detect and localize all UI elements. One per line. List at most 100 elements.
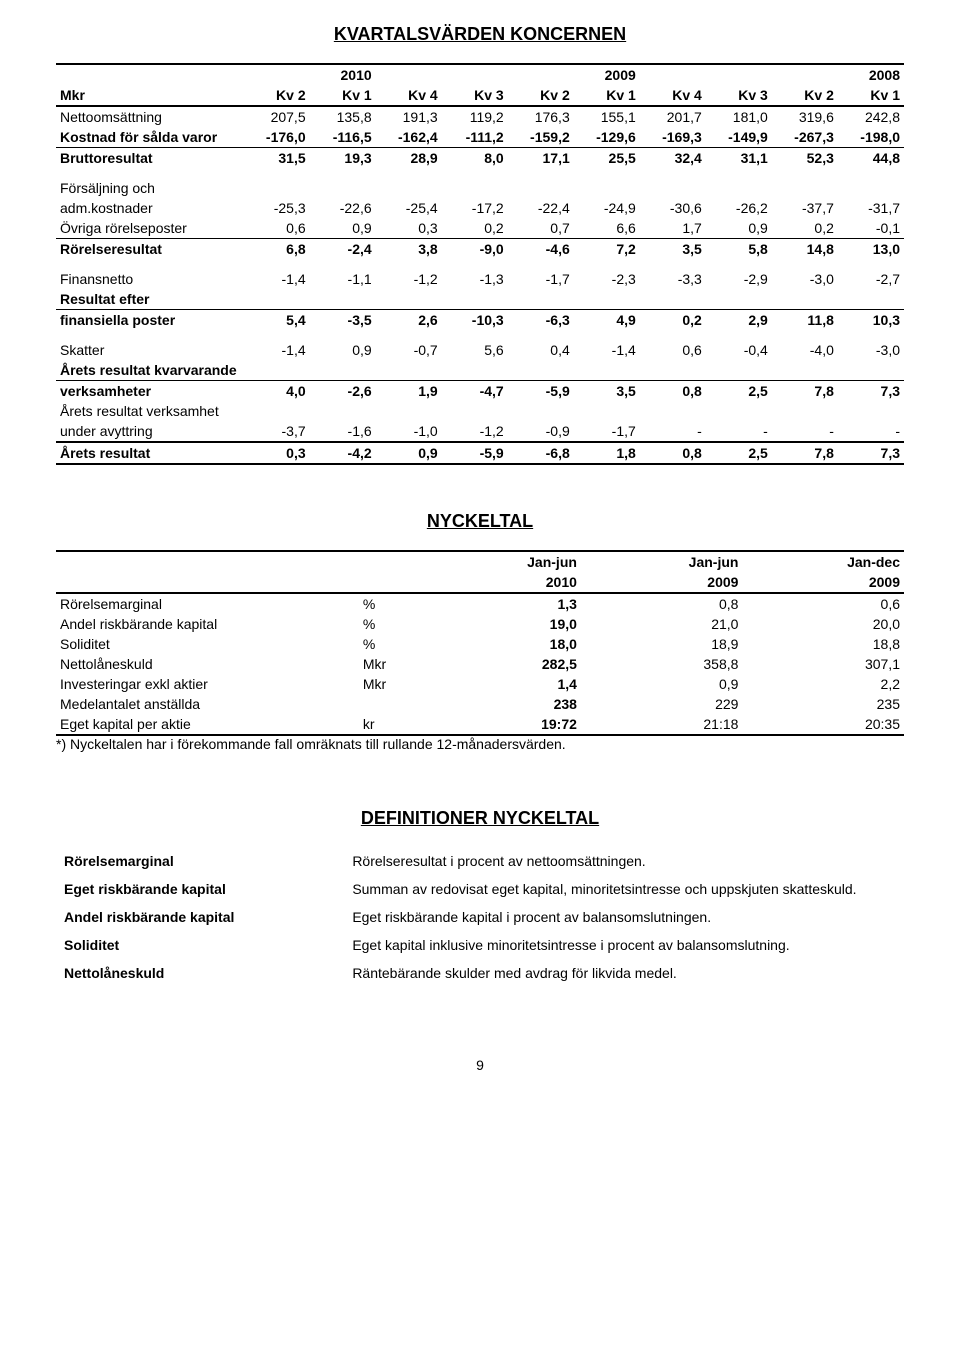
table-row: Rörelsemarginal%1,30,80,6 [56,593,904,614]
cell-value: -2,3 [574,269,640,289]
cell-value: 7,2 [574,239,640,260]
cell-value [706,178,772,198]
cell-value: -1,6 [310,421,376,442]
cell-value: 0,2 [442,218,508,239]
cell-value: 44,8 [838,148,904,169]
cell-value: -6,8 [508,442,574,464]
cell-value: -10,3 [442,310,508,331]
cell-value [640,401,706,421]
cell-value: 21:18 [581,714,743,735]
cell-value: 229 [581,694,743,714]
cell-value [508,289,574,310]
row-label: Försäljning och [56,178,244,198]
cell-value: -22,6 [310,198,376,218]
cell-value: 242,8 [838,106,904,127]
th-empty [359,572,420,593]
cell-value: 52,3 [772,148,838,169]
cell-value: 1,7 [640,218,706,239]
cell-value: 238 [419,694,581,714]
cell-value: -1,4 [244,340,310,360]
cell-value: -25,4 [376,198,442,218]
cell-value: 11,8 [772,310,838,331]
table-row: Bruttoresultat31,519,328,98,017,125,532,… [56,148,904,169]
table-row: verksamheter4,0-2,61,9-4,7-5,93,50,82,57… [56,381,904,402]
cell-value [640,289,706,310]
cell-value [838,289,904,310]
cell-value: 14,8 [772,239,838,260]
cell-value [244,360,310,381]
row-label: Skatter [56,340,244,360]
table-row: adm.kostnader-25,3-22,6-25,4-17,2-22,4-2… [56,198,904,218]
cell-value: 19,3 [310,148,376,169]
cell-value: -0,1 [838,218,904,239]
cell-value [508,401,574,421]
definition-row: Eget riskbärande kapitalSumman av redovi… [56,875,904,903]
row-unit: Mkr [359,654,420,674]
cell-value: -3,0 [838,340,904,360]
th-empty [56,551,359,572]
cell-value: 0,3 [244,442,310,464]
definition-term: Andel riskbärande kapital [56,903,344,931]
cell-value [376,178,442,198]
cell-value: 0,9 [376,442,442,464]
row-label: adm.kostnader [56,198,244,218]
definition-term: Nettolåneskuld [56,959,344,987]
cell-value: -3,5 [310,310,376,331]
cell-value: -4,0 [772,340,838,360]
page-number: 9 [56,1057,904,1073]
spacer-row [56,259,904,269]
table-row: under avyttring-3,7-1,6-1,0-1,2-0,9-1,7-… [56,421,904,442]
table-row: NettolåneskuldMkr282,5358,8307,1 [56,654,904,674]
th-year-2010: 2010 [244,64,376,85]
table-row: Soliditet%18,018,918,8 [56,634,904,654]
cell-value: -176,0 [244,127,310,148]
cell-value: 0,3 [376,218,442,239]
cell-value: -162,4 [376,127,442,148]
cell-value: 2,6 [376,310,442,331]
th-empty [56,572,359,593]
cell-value: 32,4 [640,148,706,169]
th-col: Kv 1 [574,85,640,106]
cell-value [442,178,508,198]
definition-text: Summan av redovisat eget kapital, minori… [344,875,904,903]
cell-value: 1,3 [419,593,581,614]
cell-value: -5,9 [508,381,574,402]
cell-value: 0,8 [640,442,706,464]
cell-value: - [640,421,706,442]
row-label: Årets resultat [56,442,244,464]
row-label: Årets resultat verksamhet [56,401,244,421]
row-unit: Mkr [359,674,420,694]
cell-value: 6,8 [244,239,310,260]
table-row: Årets resultat kvarvarande [56,360,904,381]
cell-value: 176,3 [508,106,574,127]
cell-value: -2,7 [838,269,904,289]
table2-footnote: *) Nyckeltalen har i förekommande fall o… [56,736,904,752]
cell-value: 0,7 [508,218,574,239]
cell-value: -116,5 [310,127,376,148]
cell-value: 0,8 [581,593,743,614]
th-year-2009: 2009 [376,64,640,85]
table-row: Finansnetto-1,4-1,1-1,2-1,3-1,7-2,3-3,3-… [56,269,904,289]
cell-value: 2,2 [742,674,904,694]
cell-value [376,360,442,381]
cell-value [574,360,640,381]
cell-value: 17,1 [508,148,574,169]
cell-value [574,178,640,198]
row-label: Rörelseresultat [56,239,244,260]
definitions-table: RörelsemarginalRörelseresultat i procent… [56,847,904,987]
th-period: Jan-jun [581,551,743,572]
definition-term: Soliditet [56,931,344,959]
cell-value [772,401,838,421]
cell-value: 307,1 [742,654,904,674]
cell-value: -37,7 [772,198,838,218]
cell-value: 3,8 [376,239,442,260]
cell-value [772,360,838,381]
definitions-title: DEFINITIONER NYCKELTAL [56,808,904,829]
cell-value: 0,6 [640,340,706,360]
cell-value: 0,8 [640,381,706,402]
th-period: Jan-jun [419,551,581,572]
row-label: Övriga rörelseposter [56,218,244,239]
row-unit: % [359,614,420,634]
cell-value: -31,7 [838,198,904,218]
page-title: KVARTALSVÄRDEN KONCERNEN [56,24,904,45]
